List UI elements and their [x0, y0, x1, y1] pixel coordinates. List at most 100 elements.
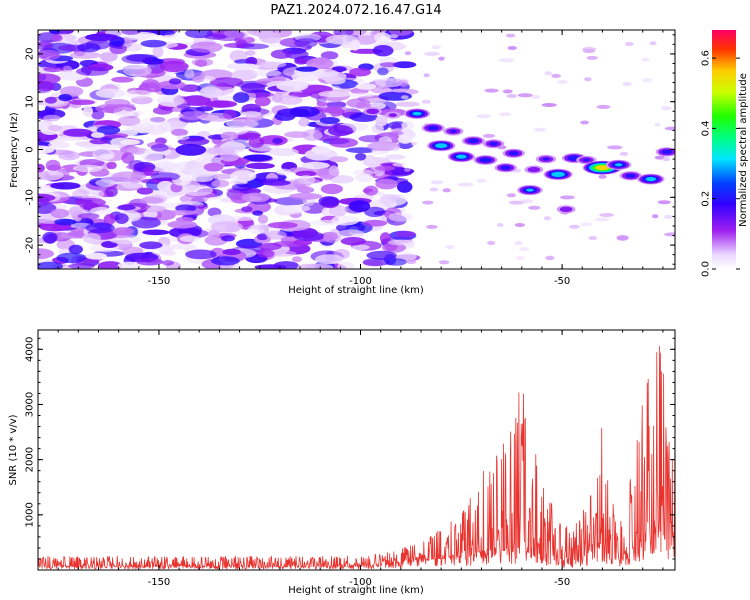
heatmap-blob: [349, 67, 372, 77]
heatmap-blob: [514, 223, 525, 227]
signal-contour: [542, 157, 550, 161]
heatmap-blob: [38, 49, 61, 61]
heatmap-blob: [654, 122, 661, 127]
signal-contour: [366, 108, 379, 115]
heatmap-blob: [136, 187, 154, 195]
heatmap-blob: [506, 94, 518, 98]
heatmap-blob: [306, 57, 334, 70]
heatmap-blob: [121, 30, 141, 35]
heatmap-blob: [432, 45, 441, 50]
y-tick-label: 2000: [25, 447, 36, 472]
signal-contour: [645, 177, 657, 182]
heatmap-blob: [392, 88, 407, 93]
heatmap-blob: [355, 83, 377, 90]
heatmap-blob: [397, 141, 414, 149]
heatmap-blob: [195, 59, 208, 67]
signal-contour: [595, 165, 610, 171]
heatmap-blob: [47, 164, 62, 171]
heatmap-blob: [313, 69, 326, 78]
heatmap-blob: [249, 228, 265, 235]
heatmap-blob: [257, 249, 275, 258]
heatmap-blob: [320, 51, 339, 60]
heatmap-blob: [258, 242, 282, 251]
heatmap-blob: [649, 41, 657, 46]
heatmap-blob: [150, 172, 180, 181]
heatmap-blob: [622, 81, 632, 86]
heatmap-blob: [354, 35, 377, 45]
heatmap-blob: [150, 144, 169, 152]
heatmap-blob: [599, 213, 614, 217]
heatmap-blob: [243, 154, 272, 162]
heatmap-blob: [229, 63, 260, 71]
heatmap-blob: [505, 33, 516, 38]
heatmap-blob: [104, 99, 131, 107]
heatmap-blob: [502, 89, 513, 94]
heatmap-blob: [38, 81, 56, 92]
heatmap-blob: [374, 32, 391, 43]
signal-contour: [388, 113, 397, 117]
heatmap-blob: [126, 147, 149, 155]
heatmap-blob: [392, 61, 417, 69]
spectrogram-y-axis-label: Frequency (Hz): [9, 112, 20, 188]
x-tick-label: -100: [349, 276, 372, 287]
heatmap-blob: [387, 239, 416, 246]
heatmap-blob: [276, 80, 309, 92]
spectrogram-panel: -150 -100 -50 20 10 0 -10 -20 Height of straig…: [9, 29, 676, 296]
heatmap-blob: [315, 254, 344, 265]
heatmap-blob: [519, 247, 530, 252]
heatmap-blob: [568, 224, 580, 229]
heatmap-blob: [288, 192, 323, 200]
heatmap-blob: [190, 41, 223, 53]
heatmap-blob: [58, 94, 72, 102]
signal-contour: [625, 173, 636, 178]
heatmap-blob: [457, 182, 474, 187]
heatmap-blob: [56, 252, 86, 264]
heatmap-blob: [296, 186, 315, 194]
heatmap-blob: [351, 244, 370, 251]
heatmap-blob: [82, 105, 93, 118]
heatmap-blob: [281, 204, 311, 213]
heatmap-blob: [499, 112, 512, 117]
heatmap-blob: [38, 170, 64, 181]
heatmap-blob: [270, 49, 292, 59]
heatmap-blob: [384, 154, 406, 160]
heatmap-blob: [85, 252, 107, 260]
heatmap-blob: [257, 214, 269, 224]
heatmap-blob: [336, 229, 365, 239]
colorbar-ticks: 0.0 0.2 0.4 0.6: [701, 50, 740, 277]
heatmap-blob: [140, 39, 167, 48]
heatmap-blob: [112, 227, 134, 236]
heatmap-blob: [541, 103, 557, 107]
heatmap-blob: [248, 136, 265, 148]
heatmap-blob: [442, 188, 451, 193]
heatmap-blob: [392, 162, 407, 167]
heatmap-blob: [295, 170, 317, 177]
heatmap-blob: [121, 152, 135, 164]
heatmap-blob: [318, 106, 343, 112]
heatmap-blob: [164, 250, 177, 256]
signal-contour: [412, 111, 422, 116]
heatmap-blob: [117, 115, 141, 127]
heatmap-blob: [229, 50, 248, 62]
heatmap-blob: [363, 219, 388, 227]
colorbar-tick-label: 0.6: [701, 50, 712, 66]
heatmap-blob: [355, 173, 374, 183]
heatmap-blob: [324, 77, 346, 85]
heatmap-blob: [348, 200, 371, 213]
signal-contour: [489, 142, 498, 146]
heatmap-blob: [111, 76, 134, 83]
heatmap-blob: [131, 171, 147, 180]
heatmap-blob: [482, 133, 496, 138]
heatmap-blob: [294, 38, 318, 48]
heatmap-blob: [277, 95, 303, 105]
heatmap-blob: [426, 224, 438, 229]
heatmap-blob: [544, 71, 552, 76]
heatmap-blob: [69, 51, 101, 59]
heatmap-blob: [38, 41, 54, 50]
heatmap-blob: [75, 197, 106, 208]
heatmap-blob: [364, 206, 386, 217]
heatmap-blob: [515, 256, 525, 261]
heatmap-blob: [663, 214, 674, 219]
heatmap-blob: [559, 195, 575, 200]
